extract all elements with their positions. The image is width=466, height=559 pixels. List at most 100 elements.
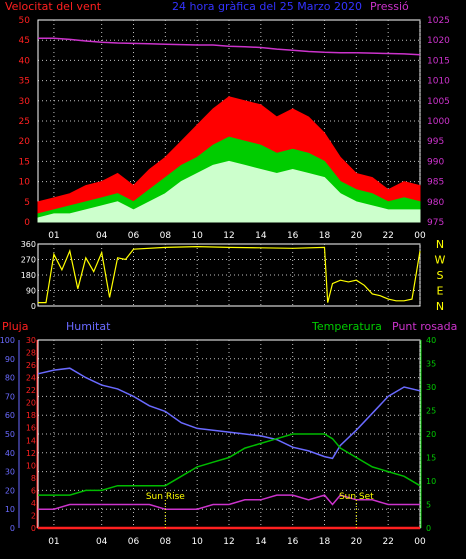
humidity-axis-tick: 100 xyxy=(0,336,15,345)
climate-time-tick: 20 xyxy=(351,537,363,547)
direction-axis-tick: 270 xyxy=(21,256,36,265)
rain-axis-tick: 16 xyxy=(26,424,36,433)
rain-axis-tick: 20 xyxy=(26,399,36,408)
wind-axis-tick: 30 xyxy=(19,97,31,107)
rain-axis-tick: 6 xyxy=(31,486,36,495)
temperature-axis-title: Temperatura xyxy=(311,320,382,333)
humidity-axis-tick: 90 xyxy=(5,355,15,364)
wind-pressure-panel: 0510152025303540455097598098599099510001… xyxy=(19,16,451,241)
temperature-axis-tick: 35 xyxy=(426,360,436,369)
direction-axis-tick: 0 xyxy=(31,302,36,311)
pressure-axis-tick: 1015 xyxy=(427,56,450,66)
compass-label: E xyxy=(437,285,444,298)
pressure-axis-tick: 1020 xyxy=(427,36,450,46)
wind-axis-tick: 10 xyxy=(19,178,31,188)
climate-time-tick: 00 xyxy=(414,537,426,547)
wind-axis-tick: 50 xyxy=(19,16,31,26)
compass-label: N xyxy=(436,300,444,313)
wind-speed-title: Velocitat del vent xyxy=(5,0,102,13)
humidity-axis-tick: 40 xyxy=(5,449,15,458)
pressure-axis-tick: 995 xyxy=(427,137,444,147)
humidity-axis-tick: 50 xyxy=(5,430,15,439)
temperature-axis-tick: 5 xyxy=(426,501,431,510)
chart-title: 24 hora gràfica del 25 Marzo 2020 xyxy=(172,0,362,13)
climate-time-tick: 01 xyxy=(48,537,59,547)
rain-axis-tick: 14 xyxy=(26,436,36,445)
compass-label: N xyxy=(436,238,444,251)
temperature-axis-tick: 10 xyxy=(426,477,436,486)
wind-time-tick: 04 xyxy=(96,231,108,241)
temperature-axis-tick: 20 xyxy=(426,430,436,439)
wind-axis-tick: 15 xyxy=(19,157,30,167)
rain-axis-tick: 24 xyxy=(26,374,36,383)
rain-axis-tick: 26 xyxy=(26,361,36,370)
humidity-axis-tick: 30 xyxy=(5,468,15,477)
climate-time-tick: 14 xyxy=(255,537,267,547)
wind-time-tick: 16 xyxy=(287,231,299,241)
wind-axis-tick: 25 xyxy=(19,117,30,127)
wind-time-tick: 22 xyxy=(382,231,393,241)
dewpoint-series xyxy=(38,494,420,510)
climate-time-tick: 22 xyxy=(382,537,393,547)
pressure-axis-tick: 1005 xyxy=(427,97,450,107)
compass-label: W xyxy=(435,254,446,267)
temperature-axis-tick: 0 xyxy=(426,524,431,533)
wind-axis-tick: 5 xyxy=(24,198,30,208)
wind-time-tick: 06 xyxy=(128,231,140,241)
sun-annotation: Sun Set xyxy=(339,492,374,502)
pressure-axis-tick: 1010 xyxy=(427,77,450,87)
compass-label: S xyxy=(437,269,444,282)
humidity-axis-tick: 70 xyxy=(5,392,15,401)
direction-axis-tick: 180 xyxy=(21,271,36,280)
temperature-axis-tick: 30 xyxy=(426,383,436,392)
climate-time-tick: 08 xyxy=(160,537,172,547)
temperature-axis-tick: 25 xyxy=(426,407,436,416)
wind-minimum-series xyxy=(37,160,421,223)
wind-axis-tick: 0 xyxy=(24,218,30,228)
wind-time-tick: 18 xyxy=(319,231,331,241)
wind-axis-tick: 45 xyxy=(19,36,30,46)
climate-time-tick: 12 xyxy=(223,537,234,547)
wind-axis-tick: 40 xyxy=(19,56,31,66)
climate-time-tick: 16 xyxy=(287,537,299,547)
wind-axis-tick: 35 xyxy=(19,77,30,87)
humidity-axis-tick: 20 xyxy=(5,486,15,495)
rain-axis-tick: 30 xyxy=(26,336,36,345)
temperature-axis-tick: 15 xyxy=(426,454,436,463)
wind-time-tick: 20 xyxy=(351,231,363,241)
direction-axis-tick: 360 xyxy=(21,240,36,249)
pressure-axis-tick: 975 xyxy=(427,218,444,228)
temperature-series xyxy=(38,433,421,496)
humidity-axis-tick: 60 xyxy=(5,411,15,420)
rain-axis-title: Pluja xyxy=(2,320,28,333)
rain-axis-tick: 2 xyxy=(31,511,36,520)
humidity-axis-title: Humitat xyxy=(66,320,111,333)
climate-time-tick: 06 xyxy=(128,537,140,547)
rain-axis-tick: 4 xyxy=(31,499,36,508)
sun-annotation: Sun Rise xyxy=(146,492,185,502)
humidity-series xyxy=(37,367,421,460)
rain-axis-tick: 22 xyxy=(26,386,36,395)
pressure-axis-tick: 980 xyxy=(427,198,444,208)
direction-axis-tick: 90 xyxy=(26,287,36,296)
pressure-series xyxy=(38,37,421,56)
wind-time-tick: 01 xyxy=(48,231,59,241)
pressure-title: Pressió xyxy=(370,0,409,13)
wind-time-tick: 10 xyxy=(191,231,203,241)
pressure-axis-tick: 985 xyxy=(427,178,444,188)
climate-time-tick: 10 xyxy=(191,537,203,547)
rain-axis-tick: 12 xyxy=(26,449,36,458)
rain-axis-tick: 0 xyxy=(31,524,36,533)
pressure-axis-tick: 1025 xyxy=(427,16,450,26)
temperature-axis-tick: 40 xyxy=(426,336,436,345)
climate-time-tick: 18 xyxy=(319,537,331,547)
rain-axis-tick: 8 xyxy=(31,474,36,483)
humidity-axis-tick: 10 xyxy=(5,505,15,514)
rain-axis-tick: 18 xyxy=(26,411,36,420)
wind-time-tick: 14 xyxy=(255,231,267,241)
humidity-temperature-panel: Pluja Humitat Temperatura Punt rosada 0 2… xyxy=(0,320,457,547)
pressure-axis-tick: 990 xyxy=(427,157,444,167)
